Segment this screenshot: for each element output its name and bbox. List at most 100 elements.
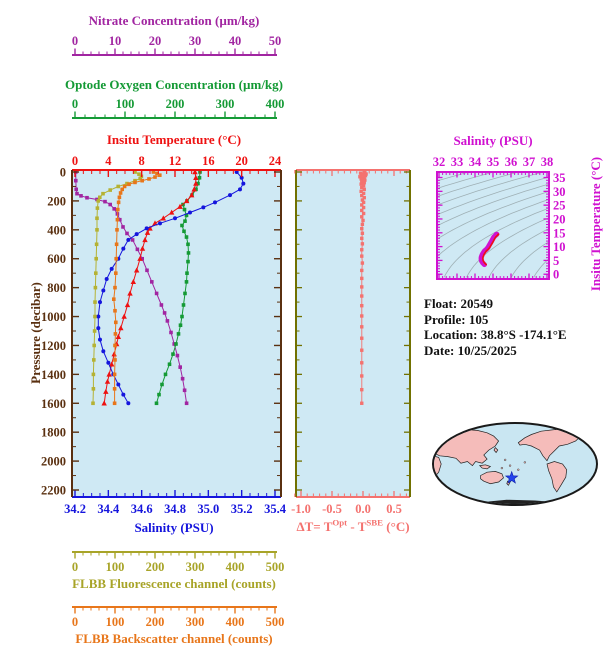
isopycnal-contours	[438, 173, 548, 278]
svg-text:100: 100	[116, 97, 135, 111]
pressure-axis-title: Pressure (decibar)	[28, 282, 43, 384]
svg-text:300: 300	[186, 615, 205, 629]
map-land-north_america	[517, 429, 582, 462]
svg-text:30: 30	[189, 34, 202, 48]
svg-text:40: 40	[229, 34, 242, 48]
fluorescence-axis-title: FLBB Fluorescence channel (counts)	[72, 576, 276, 591]
svg-text:200: 200	[47, 194, 66, 208]
profile-date: Date: 10/25/2025	[424, 342, 517, 358]
svg-text:37: 37	[523, 155, 536, 169]
svg-text:35: 35	[487, 155, 500, 169]
svg-text:24: 24	[269, 154, 282, 168]
float-info: Float: 20549 Profile: 105 Location: 38.8…	[424, 296, 567, 358]
svg-text:1000: 1000	[41, 310, 66, 324]
svg-text:0: 0	[72, 560, 78, 574]
nitrate-series	[74, 170, 189, 406]
nitrate-axis-title: Nitrate Concentration (µm/kg)	[88, 13, 260, 28]
svg-text:35.2: 35.2	[231, 502, 253, 516]
svg-text:15: 15	[553, 226, 566, 240]
svg-text:1600: 1600	[41, 397, 66, 411]
svg-text:1800: 1800	[41, 426, 66, 440]
svg-text:200: 200	[146, 560, 165, 574]
svg-text:-1.0: -1.0	[291, 502, 311, 516]
svg-text:25: 25	[553, 199, 566, 213]
world-map	[432, 422, 598, 506]
svg-text:2000: 2000	[41, 455, 66, 469]
salinity-axis-title: Salinity (PSU)	[134, 520, 214, 535]
svg-text:100: 100	[106, 615, 125, 629]
map-land-japan	[493, 447, 499, 454]
svg-text:34.6: 34.6	[131, 502, 153, 516]
float-location: Location: 38.8°S -174.1°E	[424, 327, 567, 342]
nitrate-detached-axis: 0 10 20 30 40 50	[72, 34, 282, 56]
svg-text:0: 0	[72, 615, 78, 629]
svg-text:500: 500	[266, 560, 285, 574]
svg-text:34.4: 34.4	[97, 502, 120, 516]
delta-t-axis-title: ΔT= TOpt - TSBE (°C)	[296, 517, 410, 534]
svg-text:32: 32	[433, 155, 446, 169]
svg-text:200: 200	[166, 97, 185, 111]
svg-text:33: 33	[451, 155, 464, 169]
float-id: Float: 20549	[424, 296, 493, 311]
svg-text:500: 500	[266, 615, 285, 629]
svg-text:35.4: 35.4	[264, 502, 287, 516]
svg-text:-0.5: -0.5	[322, 502, 342, 516]
svg-text:0: 0	[72, 154, 78, 168]
temperature-axis-title: Insitu Temperature (°C)	[106, 132, 242, 147]
oxygen-axis-title: Optode Oxygen Concentration (µm/kg)	[64, 77, 283, 92]
ts-salinity-axis-title: Salinity (PSU)	[453, 133, 533, 148]
svg-text:10: 10	[109, 34, 122, 48]
svg-text:20: 20	[553, 212, 566, 226]
svg-text:10: 10	[553, 240, 566, 254]
svg-text:300: 300	[216, 97, 235, 111]
temperature-series	[101, 169, 199, 406]
svg-text:4: 4	[105, 154, 112, 168]
svg-text:200: 200	[146, 615, 165, 629]
svg-text:0.0: 0.0	[355, 502, 371, 516]
fluorescence-detached-axis: 0 100 200 300 400 500	[72, 551, 285, 574]
map-land-south_america	[546, 461, 568, 493]
svg-text:20: 20	[149, 34, 162, 48]
svg-text:0: 0	[72, 34, 78, 48]
svg-text:400: 400	[266, 97, 285, 111]
svg-text:100: 100	[106, 560, 125, 574]
svg-text:30: 30	[553, 185, 566, 199]
svg-text:0: 0	[553, 268, 559, 282]
svg-text:400: 400	[226, 560, 245, 574]
svg-text:600: 600	[47, 252, 66, 266]
ts-temperature-axis-title: Insitu Temperature (°C)	[588, 156, 603, 292]
svg-text:0.5: 0.5	[386, 502, 402, 516]
svg-text:8: 8	[139, 154, 145, 168]
delta-t-panel: -1.0 -0.5 0.0 0.5	[291, 169, 411, 516]
svg-text:20: 20	[235, 154, 248, 168]
svg-text:34: 34	[469, 155, 482, 169]
svg-text:1400: 1400	[41, 368, 66, 382]
svg-text:0: 0	[72, 97, 78, 111]
backscatter-series	[112, 170, 162, 406]
main-profile-plot: 0 4 8 12 16 20 24 34.2 34.4 34.6 34.8 35.0 35.2 35.4 0…	[41, 154, 287, 516]
profile-number: Profile: 105	[424, 311, 489, 327]
map-land-indonesia	[478, 464, 492, 470]
salinity-series	[96, 170, 246, 406]
svg-text:38: 38	[541, 155, 554, 169]
backscatter-detached-axis: 0 100 200 300 400 500	[72, 606, 285, 629]
svg-text:400: 400	[47, 223, 66, 237]
svg-text:800: 800	[47, 281, 66, 295]
svg-text:400: 400	[226, 615, 245, 629]
svg-text:16: 16	[202, 154, 215, 168]
svg-text:0: 0	[60, 166, 66, 180]
svg-text:35.0: 35.0	[197, 502, 219, 516]
svg-text:34.8: 34.8	[164, 502, 186, 516]
svg-text:5: 5	[553, 254, 559, 268]
svg-text:1200: 1200	[41, 339, 66, 353]
svg-text:2200: 2200	[41, 484, 66, 498]
svg-text:50: 50	[269, 34, 282, 48]
map-land-australia	[480, 471, 504, 485]
svg-text:34.2: 34.2	[64, 502, 86, 516]
float-position-star	[504, 470, 519, 484]
svg-text:300: 300	[186, 560, 205, 574]
svg-text:36: 36	[505, 155, 518, 169]
